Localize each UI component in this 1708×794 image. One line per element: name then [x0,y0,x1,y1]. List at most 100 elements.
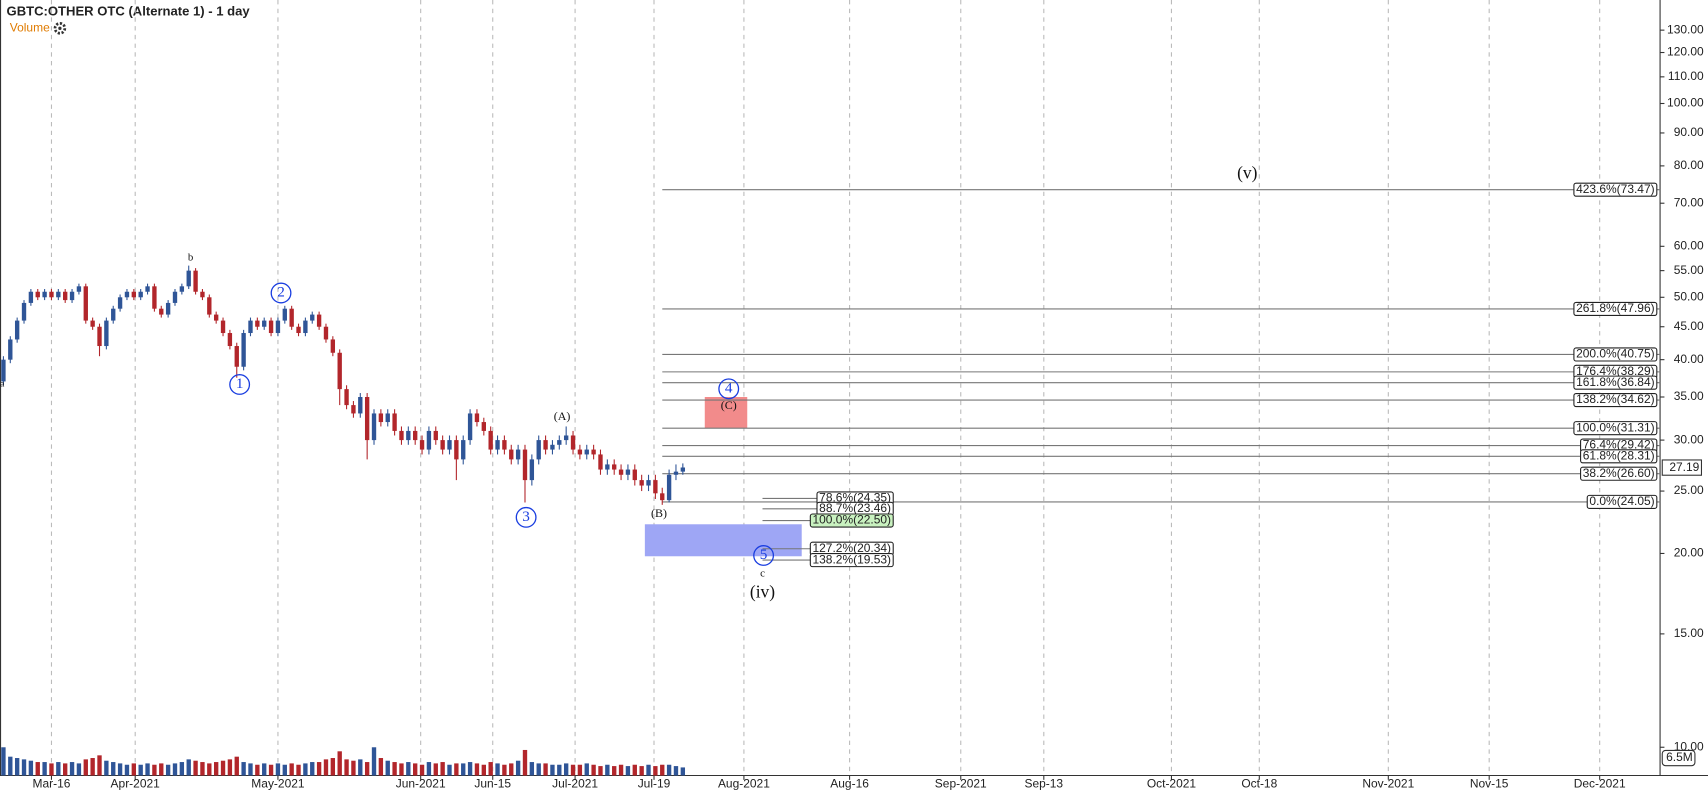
volume-bar [200,762,205,776]
candle-body [49,291,54,298]
volume-bar [625,766,631,776]
volume-bar [90,758,95,776]
target-zone [644,524,802,557]
volume-bar [653,766,658,776]
fib-label-text: 61.8%(28.31) [1583,448,1655,462]
candle-body [83,286,88,321]
wave-label: a [0,379,5,390]
candle-body [625,469,631,475]
volume-bar [598,766,603,776]
candle-body [632,469,637,481]
candle-body [419,440,425,450]
fib-label: 100.0%(31.31) [1573,420,1658,436]
volume-bar [550,764,555,776]
candle-body [536,440,541,460]
volume-bar [502,764,507,776]
x-tick-label: Dec-2021 [1574,776,1626,790]
volume-bar [660,764,665,776]
x-tick-label: Mar-16 [33,776,71,790]
fib-label-box [809,513,894,528]
fib-label: 78.6%(24.35) [816,491,894,506]
volume-bar [612,766,617,776]
fib-label: 61.8%(28.31) [1580,448,1658,464]
y-tick-label: 50.00 [1674,289,1704,303]
volume-bar [639,766,644,776]
volume-bar [255,764,260,776]
volume-bar [323,759,329,776]
volume-bar [618,764,624,776]
fib-label: 161.8%(36.84) [1573,375,1658,390]
fib-label-box [1573,421,1658,436]
candle-body [8,339,13,360]
volume-tick-label: 6.5M [1666,750,1693,764]
settings-icon[interactable] [53,22,67,35]
wave-label: 2 [277,283,285,300]
candle-body [14,320,20,340]
wave-circle [270,282,292,304]
candle-body [474,413,480,423]
candle-body [152,286,157,309]
candle-body [69,291,75,301]
candle-body [509,449,514,460]
fib-label: 76.4%(29.42) [1580,438,1658,453]
volume-legend[interactable]: Volume [10,20,50,34]
last-price-box [1661,459,1703,476]
candle-body [323,326,329,340]
wave-circle [753,545,775,566]
volume-bar [454,763,459,776]
volume-bar [111,762,116,776]
volume-bar [213,762,219,776]
candle-body [543,440,548,450]
volume-bar [145,763,150,776]
candle-body [515,449,521,460]
fib-label-box [1573,347,1658,362]
y-tick-label: 25.00 [1674,483,1704,497]
x-tick-label: Apr-2021 [111,776,161,790]
volume-bar [474,763,480,776]
x-tick-label: Jun-15 [474,776,511,790]
candle-body [124,291,130,298]
candle-body [21,302,27,321]
candle-body [529,459,535,481]
candle-body [337,352,342,390]
fib-label: 138.2%(19.53) [809,552,894,568]
volume-bar [426,762,432,776]
wave-label: (v) [1237,162,1258,182]
volume-bar [378,758,384,776]
x-tick-label: Oct-2021 [1147,776,1197,790]
y-tick-label: 80.00 [1674,158,1704,172]
fib-label-box [1573,375,1658,390]
volume-bar [131,763,136,776]
fib-label-text: 88.7%(23.46) [819,501,891,515]
volume-bar [234,756,239,776]
fib-label-text: 0.0%(24.05) [1589,494,1654,508]
candle-body [358,397,363,414]
candle-body [591,449,596,455]
candle-body [426,430,432,450]
candle-body [1,359,6,382]
volume-bar [557,764,562,776]
candle-body [76,286,82,292]
volume-bar [289,763,294,776]
y-tick-label: 100.00 [1667,96,1704,110]
fib-label-text: 100.0%(22.50) [813,513,892,527]
volume-bar [165,764,171,776]
candle-body [200,291,205,298]
candle-body [454,440,459,460]
volume-bar [49,763,54,776]
candle-body [28,291,34,303]
volume-bar [447,764,452,776]
fib-label-box [1586,494,1658,509]
fib-label-text: 138.2%(19.53) [813,552,892,566]
volume-bar [63,763,68,776]
volume-bar [481,764,486,776]
fib-label-text: 161.8%(36.84) [1576,375,1655,389]
volume-bar [536,763,541,776]
volume-bar [56,762,61,776]
volume-bar [28,760,34,776]
volume-bar [83,759,88,776]
volume-bar [680,767,686,776]
target-zone [704,397,748,429]
fib-label-box [1573,392,1658,408]
volume-bar [193,760,198,776]
